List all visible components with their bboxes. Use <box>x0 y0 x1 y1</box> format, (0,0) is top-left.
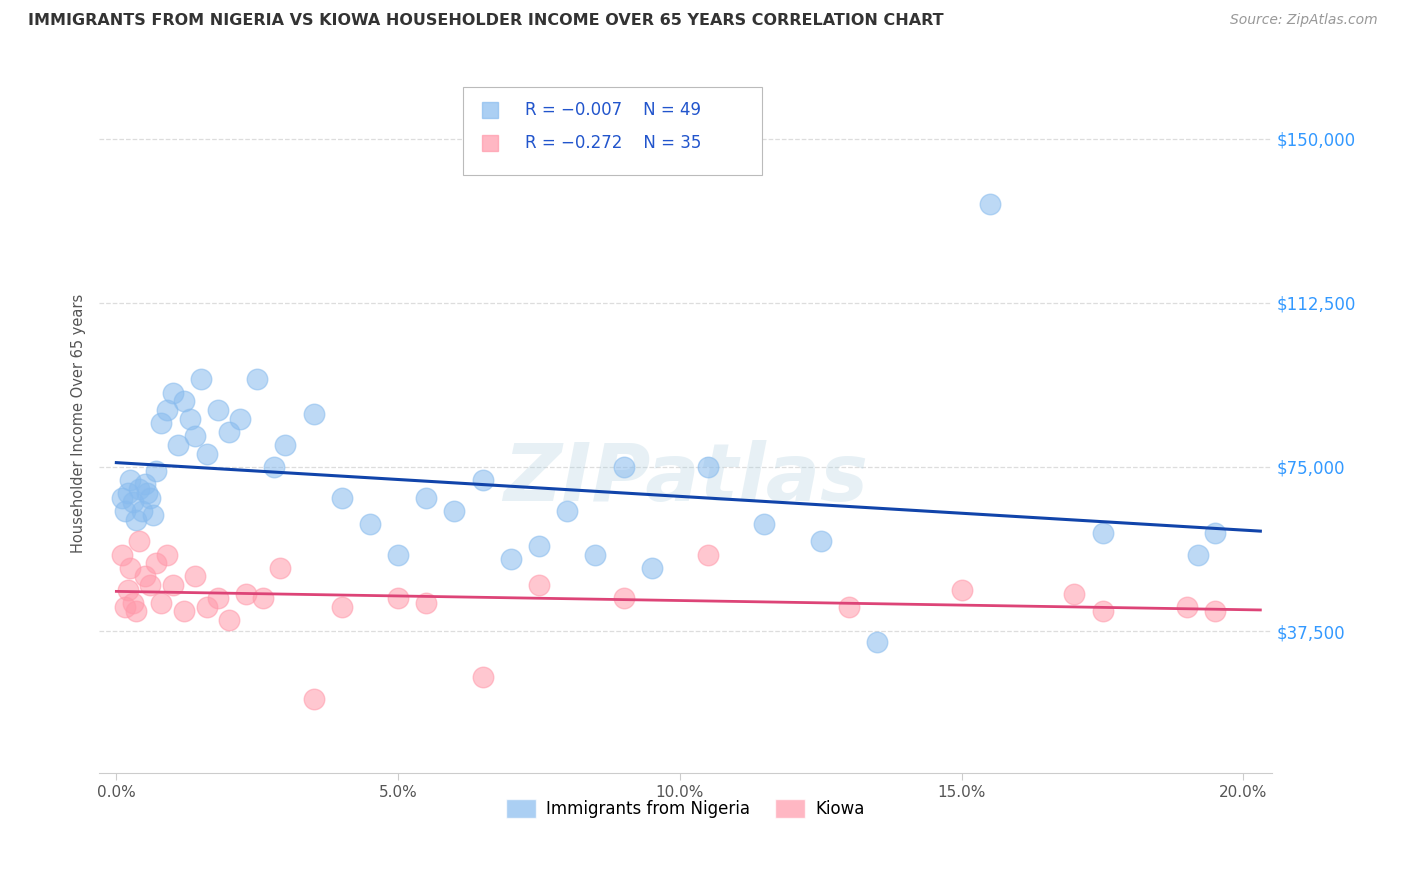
Point <box>443 504 465 518</box>
Point <box>612 460 634 475</box>
Point <box>471 473 494 487</box>
Point <box>1175 600 1198 615</box>
Point <box>218 613 240 627</box>
Point <box>274 438 297 452</box>
Point <box>139 491 162 505</box>
Point <box>302 692 325 706</box>
Point <box>150 416 173 430</box>
Point <box>641 560 664 574</box>
Point <box>156 403 179 417</box>
Point <box>218 425 240 439</box>
Point <box>179 412 201 426</box>
Point <box>173 604 195 618</box>
Point <box>1091 525 1114 540</box>
Point <box>150 596 173 610</box>
Point <box>173 394 195 409</box>
Point <box>120 560 142 574</box>
Point <box>263 460 285 475</box>
FancyBboxPatch shape <box>463 87 762 175</box>
Point <box>235 587 257 601</box>
Point <box>156 548 179 562</box>
Point <box>252 591 274 606</box>
Point <box>142 508 165 523</box>
Point <box>471 670 494 684</box>
Text: IMMIGRANTS FROM NIGERIA VS KIOWA HOUSEHOLDER INCOME OVER 65 YEARS CORRELATION CH: IMMIGRANTS FROM NIGERIA VS KIOWA HOUSEHO… <box>28 13 943 29</box>
Point <box>697 460 720 475</box>
Point <box>527 578 550 592</box>
Point <box>122 596 145 610</box>
Point <box>134 569 156 583</box>
Point <box>120 473 142 487</box>
Point <box>207 591 229 606</box>
Text: Source: ZipAtlas.com: Source: ZipAtlas.com <box>1230 13 1378 28</box>
Point <box>162 385 184 400</box>
Point <box>128 482 150 496</box>
Point <box>1204 604 1226 618</box>
Point <box>754 516 776 531</box>
Text: R = −0.007    N = 49: R = −0.007 N = 49 <box>524 101 702 120</box>
Point <box>387 548 409 562</box>
Point <box>167 438 190 452</box>
Point <box>145 556 167 570</box>
Point <box>131 504 153 518</box>
Point <box>838 600 860 615</box>
Point <box>612 591 634 606</box>
Point <box>139 578 162 592</box>
Point <box>1187 548 1209 562</box>
Point <box>330 600 353 615</box>
Point <box>207 403 229 417</box>
Point <box>128 534 150 549</box>
Point <box>1204 525 1226 540</box>
Point <box>1091 604 1114 618</box>
Point <box>114 600 136 615</box>
Point <box>387 591 409 606</box>
Text: R = −0.272    N = 35: R = −0.272 N = 35 <box>524 134 702 152</box>
Point <box>330 491 353 505</box>
Point <box>162 578 184 592</box>
Point <box>195 600 218 615</box>
Point <box>246 372 269 386</box>
Point <box>145 464 167 478</box>
Point <box>134 477 156 491</box>
Point <box>527 539 550 553</box>
Point <box>122 495 145 509</box>
Point <box>114 504 136 518</box>
Point <box>499 552 522 566</box>
Point <box>125 512 148 526</box>
Point <box>190 372 212 386</box>
Point <box>117 486 139 500</box>
Point <box>950 582 973 597</box>
Point <box>697 548 720 562</box>
Point <box>302 408 325 422</box>
Point <box>359 516 381 531</box>
Point <box>229 412 252 426</box>
Point <box>1063 587 1085 601</box>
Point <box>866 635 889 649</box>
Point <box>184 429 207 443</box>
Point <box>415 596 437 610</box>
Point <box>555 504 578 518</box>
Legend: Immigrants from Nigeria, Kiowa: Immigrants from Nigeria, Kiowa <box>499 792 872 824</box>
Point <box>111 548 134 562</box>
Point <box>111 491 134 505</box>
Point <box>269 560 291 574</box>
Point <box>184 569 207 583</box>
Point <box>583 548 606 562</box>
Y-axis label: Householder Income Over 65 years: Householder Income Over 65 years <box>72 293 86 553</box>
Text: ZIPatlas: ZIPatlas <box>503 441 868 518</box>
Point <box>117 582 139 597</box>
Point <box>125 604 148 618</box>
Point <box>415 491 437 505</box>
Point <box>136 486 159 500</box>
Point <box>810 534 832 549</box>
Point <box>195 447 218 461</box>
Point <box>979 197 1001 211</box>
